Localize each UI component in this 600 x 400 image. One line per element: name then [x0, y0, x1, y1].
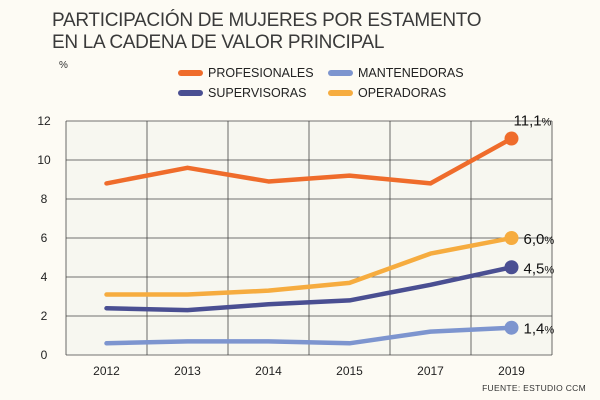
y-tick-label: 6: [41, 231, 48, 245]
series-end-marker-mantenedoras: [504, 320, 519, 335]
chart-title: PARTICIPACIÓN DE MUJERES POR ESTAMENTO E…: [52, 10, 481, 54]
series-end-value-supervisoras: 4,5: [524, 260, 545, 277]
legend: PROFESIONALES MANTENEDORAS SUPERVISORAS …: [178, 66, 508, 100]
series-end-marker-profesionales: [504, 131, 519, 146]
series-line-supervisoras: [104, 265, 514, 313]
series-line-operadoras: [104, 235, 514, 297]
series-end-suffix-mantenedoras: %: [544, 325, 554, 337]
y-tick-label: 2: [41, 309, 48, 323]
series-end-value-profesionales: 11,1: [514, 113, 542, 130]
series-end-suffix-profesionales: %: [542, 117, 552, 129]
series-line-mantenedoras: [104, 325, 514, 346]
legend-label-mantenedoras: MANTENEDORAS: [358, 66, 464, 80]
series-end-marker-supervisoras: [504, 260, 519, 275]
x-tick-label: 2017: [417, 364, 444, 378]
source-note: FUENTE: ESTUDIO CCM: [482, 383, 586, 393]
y-tick-label: 8: [41, 192, 48, 206]
legend-label-operadoras: OPERADORAS: [358, 86, 447, 100]
legend-item-mantenedoras: MANTENEDORAS: [328, 66, 498, 80]
series-end-label-supervisoras: 4,5%: [524, 260, 555, 277]
series-end-label-profesionales: 11,1%: [514, 113, 552, 130]
y-tick-label: 0: [41, 348, 48, 362]
series-end-label-mantenedoras: 1,4%: [524, 321, 555, 338]
legend-swatch-supervisoras: [178, 90, 203, 96]
x-tick-label: 2019: [498, 364, 525, 378]
series-end-marker-operadoras: [504, 231, 519, 245]
y-tick-label: 12: [37, 114, 51, 128]
y-tick-label: 4: [41, 270, 48, 284]
series-end-suffix-operadoras: %: [544, 235, 554, 247]
x-tick-label: 2012: [93, 364, 120, 378]
series-end-label-operadoras: 6,0%: [524, 231, 555, 248]
legend-item-supervisoras: SUPERVISORAS: [178, 86, 328, 100]
x-tick-label: 2015: [336, 364, 363, 378]
x-tick-label: 2013: [174, 364, 201, 378]
series-end-value-mantenedoras: 1,4: [524, 321, 545, 338]
x-tick-label: 2014: [255, 364, 282, 378]
series-end-value-operadoras: 6,0: [524, 231, 545, 248]
legend-label-profesionales: PROFESIONALES: [208, 66, 314, 80]
chart-title-line-1: PARTICIPACIÓN DE MUJERES POR ESTAMENTO: [52, 10, 482, 31]
y-tick-label: 10: [37, 153, 51, 167]
series-end-suffix-supervisoras: %: [544, 264, 554, 276]
legend-item-operadoras: OPERADORAS: [328, 86, 498, 100]
legend-swatch-mantenedoras: [328, 70, 353, 76]
legend-label-supervisoras: SUPERVISORAS: [208, 86, 307, 100]
legend-item-profesionales: PROFESIONALES: [178, 66, 328, 80]
chart-title-line-2: EN LA CADENA DE VALOR PRINCIPAL: [52, 32, 385, 53]
y-axis-unit: %: [59, 60, 68, 71]
series-line-profesionales: [104, 136, 514, 186]
legend-swatch-profesionales: [178, 70, 203, 76]
legend-swatch-operadoras: [328, 90, 353, 96]
